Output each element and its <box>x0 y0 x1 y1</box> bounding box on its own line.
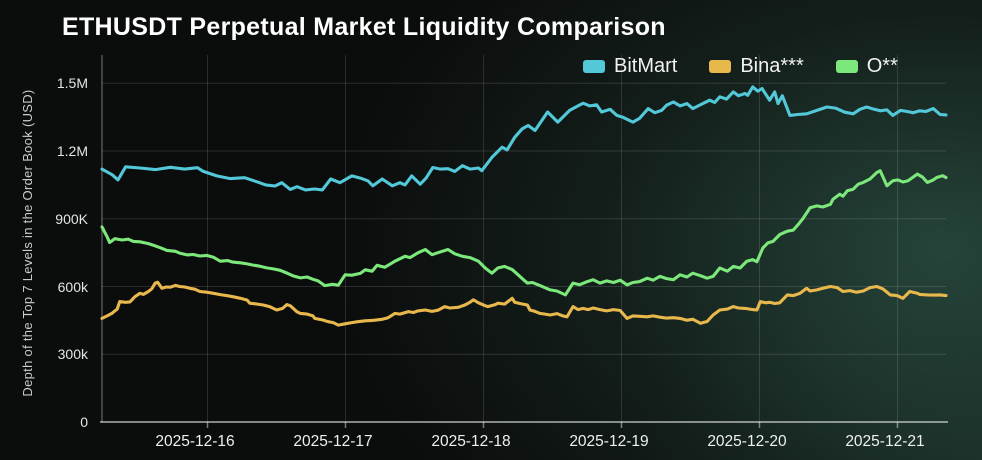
x-tick-label: 2025-12-19 <box>569 433 649 450</box>
y-tick-label: 1.2M <box>56 143 88 160</box>
legend-swatch-icon <box>835 60 858 73</box>
x-tick-label: 2025-12-16 <box>155 433 235 450</box>
legend-swatch-icon <box>583 60 605 73</box>
legend-item-bina[interactable]: Bina*** <box>709 55 804 78</box>
y-tick-label: 1.5M <box>56 75 88 92</box>
legend-item-bitmart[interactable]: BitMart <box>583 55 677 78</box>
series-line-o <box>100 169 948 297</box>
chart-title: ETHUSDT Perpetual Market Liquidity Compa… <box>62 13 666 41</box>
legend-label: Bina*** <box>740 55 804 77</box>
series-line-bitmart <box>100 85 948 192</box>
series-line-bina <box>100 280 948 327</box>
legend-swatch-icon <box>709 60 732 73</box>
y-tick-label: 900K <box>55 210 88 227</box>
x-tick-label: 2025-12-17 <box>293 433 373 450</box>
x-tick-label: 2025-12-21 <box>845 433 925 450</box>
chart-legend: BitMart Bina*** O** <box>583 55 898 78</box>
legend-label: O** <box>866 55 898 77</box>
y-tick-label: 300k <box>57 346 88 363</box>
legend-label: BitMart <box>614 55 678 77</box>
legend-item-o[interactable]: O** <box>835 55 898 78</box>
y-tick-label: 0 <box>80 414 88 430</box>
y-tick-label: 600k <box>57 278 88 295</box>
x-tick-label: 2025-12-20 <box>707 433 787 450</box>
x-tick-label: 2025-12-18 <box>431 433 511 450</box>
